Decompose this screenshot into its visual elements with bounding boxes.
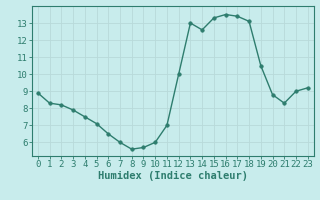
X-axis label: Humidex (Indice chaleur): Humidex (Indice chaleur) <box>98 171 248 181</box>
